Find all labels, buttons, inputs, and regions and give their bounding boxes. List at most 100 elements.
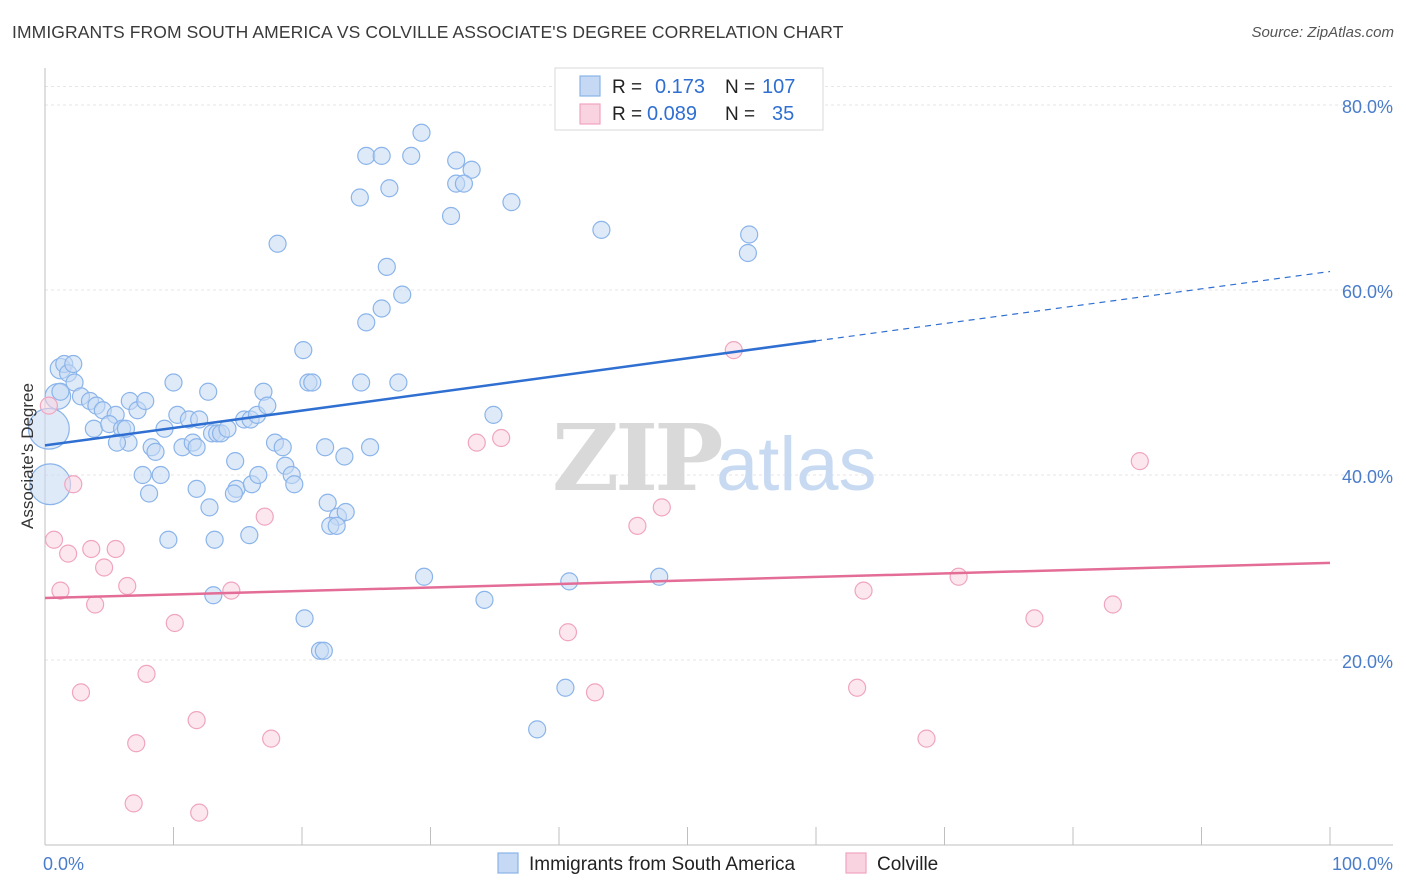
point-colville-23: [652, 498, 671, 517]
point-south-america-80: [380, 179, 399, 198]
point-colville-30: [949, 567, 968, 586]
point-colville-11: [127, 734, 146, 753]
point-colville-18: [262, 729, 281, 748]
point-south-america-58: [159, 530, 178, 549]
point-south-america-52: [187, 479, 206, 498]
bottom-legend-swatch-blue: [497, 852, 519, 874]
point-south-america-7: [51, 382, 70, 401]
point-colville-22: [628, 516, 647, 535]
point-south-america-102: [314, 641, 333, 660]
point-south-america-76: [393, 285, 412, 304]
y-axis-label: Associate's Degree: [18, 383, 37, 529]
point-colville-20: [492, 428, 511, 448]
point-colville-29: [917, 729, 936, 748]
point-south-america-60: [240, 526, 259, 545]
point-south-america-50: [151, 465, 170, 485]
point-colville-21: [467, 433, 486, 452]
legend-n-label-blue: N =: [725, 77, 755, 98]
point-colville-31: [1025, 609, 1044, 628]
point-colville-19: [190, 803, 209, 822]
point-south-america-24: [146, 442, 165, 461]
axes: [44, 68, 1393, 846]
point-south-america-74: [357, 313, 376, 332]
point-south-america-81: [357, 146, 376, 165]
point-south-america-88: [454, 174, 474, 193]
point-colville-27: [854, 581, 873, 600]
y-tick-labels: 20.0% 40.0% 60.0% 80.0%: [1342, 97, 1393, 672]
point-south-america-48: [285, 475, 304, 494]
point-south-america-70: [335, 447, 354, 466]
point-south-america-100: [295, 609, 314, 628]
point-south-america-89: [441, 206, 461, 226]
point-south-america-85: [447, 151, 466, 170]
point-colville-17: [255, 507, 274, 526]
legend-r-value-pink: 0.089: [647, 103, 697, 125]
point-south-america-57: [249, 465, 268, 485]
x-ticks: [44, 827, 1331, 845]
trend-layer: [44, 270, 1331, 600]
x-tick-label-1: 100.0%: [1332, 854, 1393, 874]
chart-title: IMMIGRANTS FROM SOUTH AMERICA VS COLVILL…: [12, 22, 844, 42]
point-south-america-72: [352, 373, 371, 392]
y-tick-label-0: 20.0%: [1342, 652, 1393, 672]
point-colville-14: [165, 613, 184, 633]
point-colville-3: [59, 544, 78, 563]
grid-lines: [45, 86, 1393, 661]
point-colville-13: [137, 664, 156, 683]
point-south-america-43: [258, 396, 277, 415]
legend-n-value-blue: 107: [762, 76, 795, 98]
point-colville-4: [64, 475, 83, 494]
point-south-america-97: [560, 572, 579, 591]
point-south-america-99: [204, 586, 223, 605]
point-south-america-96: [475, 590, 494, 609]
point-south-america-14: [84, 419, 103, 438]
point-south-america-77: [377, 257, 396, 276]
point-south-america-37: [218, 419, 237, 438]
y-tick-label-3: 80.0%: [1342, 97, 1393, 117]
legend-r-value-blue: 0.173: [655, 76, 705, 98]
point-south-america-92: [738, 243, 757, 263]
point-colville-2: [51, 581, 70, 600]
trend-line-1: [44, 561, 1331, 600]
point-south-america-63: [336, 502, 355, 522]
point-colville-24: [558, 623, 578, 642]
point-south-america-73: [389, 373, 408, 392]
legend-n-label-pink: N =: [725, 104, 755, 125]
point-south-america-94: [484, 405, 503, 424]
point-colville-9: [106, 539, 125, 559]
legend-n-value-pink: 35: [772, 103, 794, 125]
point-south-america-55: [224, 484, 243, 503]
point-south-america-91: [592, 220, 611, 239]
y-tick-label-2: 60.0%: [1342, 282, 1393, 302]
point-south-america-6: [64, 354, 83, 374]
point-colville-0: [39, 396, 58, 415]
point-south-america-45: [273, 438, 292, 457]
point-south-america-83: [402, 146, 421, 165]
point-colville-5: [71, 683, 91, 702]
y-tick-label-1: 40.0%: [1342, 467, 1393, 487]
point-colville-16: [222, 581, 241, 600]
point-south-america-90: [502, 193, 521, 212]
point-colville-32: [1103, 595, 1122, 614]
point-colville-33: [1130, 452, 1149, 471]
point-south-america-82: [372, 146, 391, 165]
legend: R = 0.173 N = 107 R = 0.089 N = 35: [554, 67, 824, 131]
point-south-america-19: [107, 433, 127, 452]
point-colville-10: [118, 576, 137, 596]
point-south-america-98: [650, 567, 669, 586]
point-south-america-86: [462, 160, 481, 179]
point-south-america-53: [200, 498, 219, 517]
point-colville-25: [585, 683, 605, 702]
point-south-america-95: [414, 567, 434, 586]
point-south-america-59: [205, 530, 224, 549]
chart-source: Source: ZipAtlas.com: [1251, 24, 1394, 41]
point-south-america-84: [412, 123, 431, 142]
point-south-america-49: [133, 465, 152, 485]
point-south-america-78: [268, 234, 287, 253]
point-south-america-93: [740, 225, 759, 244]
point-south-america-71: [361, 438, 380, 457]
point-south-america-38: [226, 452, 245, 471]
point-south-america-61: [318, 493, 337, 512]
point-colville-1: [44, 530, 64, 549]
